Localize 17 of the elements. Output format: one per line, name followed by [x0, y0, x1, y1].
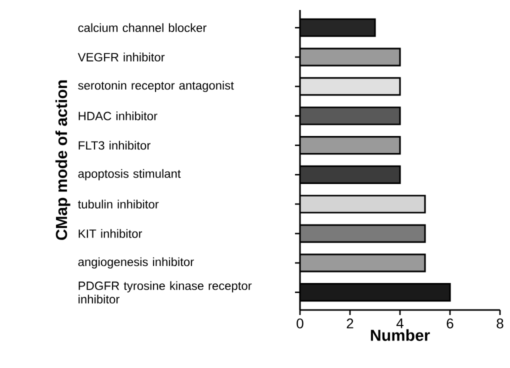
- y-tick-label: tubulin inhibitor: [78, 200, 159, 208]
- y-axis-title: CMap mode of action: [55, 80, 70, 240]
- x-tick-label: 4: [396, 318, 404, 328]
- x-tick-label: 0: [296, 318, 304, 328]
- y-tick-label: serotonin receptor antagonist: [78, 80, 234, 92]
- x-tick-label: 8: [496, 318, 504, 328]
- y-tick-label: FLT3 inhibitor: [78, 140, 150, 150]
- y-tick-label: HDAC inhibitor: [78, 111, 158, 120]
- y-tick-label: apoptosis stimulant: [78, 169, 181, 180]
- x-tick-label: 2: [346, 318, 354, 328]
- y-tick-label: calcium channel blocker: [78, 23, 206, 32]
- y-tick-label: angiogenesis inhibitor: [78, 257, 194, 269]
- x-axis-title: Number: [370, 329, 430, 341]
- y-tick-label: KIT inhibitor: [78, 229, 142, 238]
- y-tick-label: PDGFR tyrosine kinase receptor inhibitor: [78, 281, 252, 304]
- x-tick-label: 6: [446, 318, 454, 328]
- y-tick-label: VEGFR inhibitor: [78, 52, 165, 62]
